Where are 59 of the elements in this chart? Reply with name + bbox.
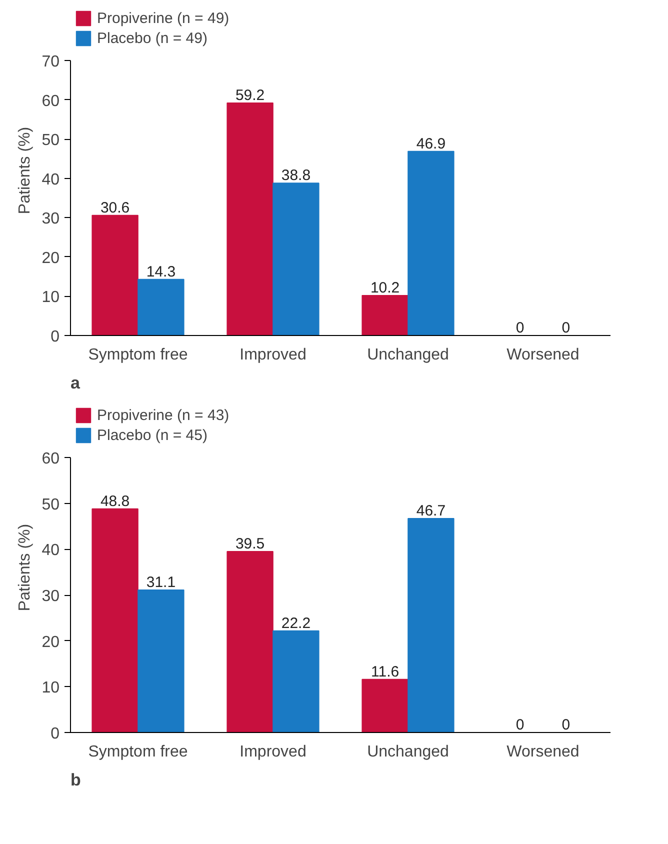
legend-label: Placebo (n = 45): [97, 426, 208, 444]
y-axis-title: Patients (%): [16, 524, 34, 612]
bar: [362, 295, 408, 336]
data-label: 38.8: [281, 167, 311, 184]
data-label: 0: [562, 320, 570, 336]
y-tick-label: 30: [42, 210, 60, 228]
y-tick-label: 40: [42, 171, 60, 188]
x-tick-label: Symptom free: [88, 346, 188, 364]
x-tick-label: Symptom free: [88, 744, 188, 760]
bar: [408, 150, 454, 336]
text: a: [70, 374, 80, 392]
data-label: 46.7: [416, 502, 446, 520]
bar: [226, 102, 274, 336]
y-tick-label: 20: [42, 634, 60, 651]
data-label: 0: [516, 716, 524, 734]
data-label: 14.3: [146, 263, 176, 280]
y-tick-label: 10: [42, 680, 60, 697]
y-tick-label: 50: [42, 132, 60, 150]
y-tick-label: 20: [42, 250, 60, 267]
data-label: 59.2: [235, 86, 265, 104]
data-label: 31.1: [146, 574, 176, 591]
text: b: [70, 770, 81, 790]
x-tick-label: Unchanged: [367, 346, 449, 364]
y-tick-label: 30: [42, 588, 60, 605]
data-label: 0: [516, 320, 524, 336]
legend-label: Placebo (n = 49): [97, 30, 208, 46]
bar: [272, 630, 320, 732]
bar: [92, 508, 138, 732]
x-tick-label: Worsened: [506, 346, 580, 364]
y-tick-label: 0: [50, 726, 60, 742]
y-tick-label: 10: [42, 289, 60, 306]
bar: [362, 678, 408, 732]
data-label: 39.5: [235, 535, 265, 552]
y-tick-label: 60: [42, 450, 60, 468]
x-tick-label: Improved: [240, 346, 306, 364]
bar: [226, 551, 274, 732]
y-tick-label: 50: [42, 496, 60, 514]
bar: [138, 278, 184, 336]
y-axis-title: Patients (%): [16, 126, 34, 214]
data-label: 10.2: [370, 279, 400, 296]
x-tick-label: Unchanged: [367, 744, 449, 760]
bar: [272, 182, 320, 336]
bar: [92, 214, 138, 336]
x-tick-label: Improved: [240, 744, 306, 760]
legend-label: Propiverine (n = 43): [97, 406, 230, 424]
bar: [408, 518, 454, 732]
y-tick-label: 40: [42, 542, 60, 560]
y-tick-label: 0: [50, 328, 60, 346]
data-label: 0: [562, 716, 570, 734]
bar: [138, 590, 184, 732]
y-tick-label: 70: [42, 54, 60, 70]
data-label: 46.9: [416, 135, 446, 152]
data-label: 48.8: [100, 492, 130, 510]
legend-label: Propiverine (n = 49): [97, 10, 230, 26]
data-label: 30.6: [100, 199, 130, 216]
data-label: 11.6: [371, 663, 400, 680]
x-tick-label: Worsened: [506, 744, 580, 760]
y-tick-label: 60: [42, 92, 60, 110]
data-label: 22.2: [281, 614, 311, 632]
